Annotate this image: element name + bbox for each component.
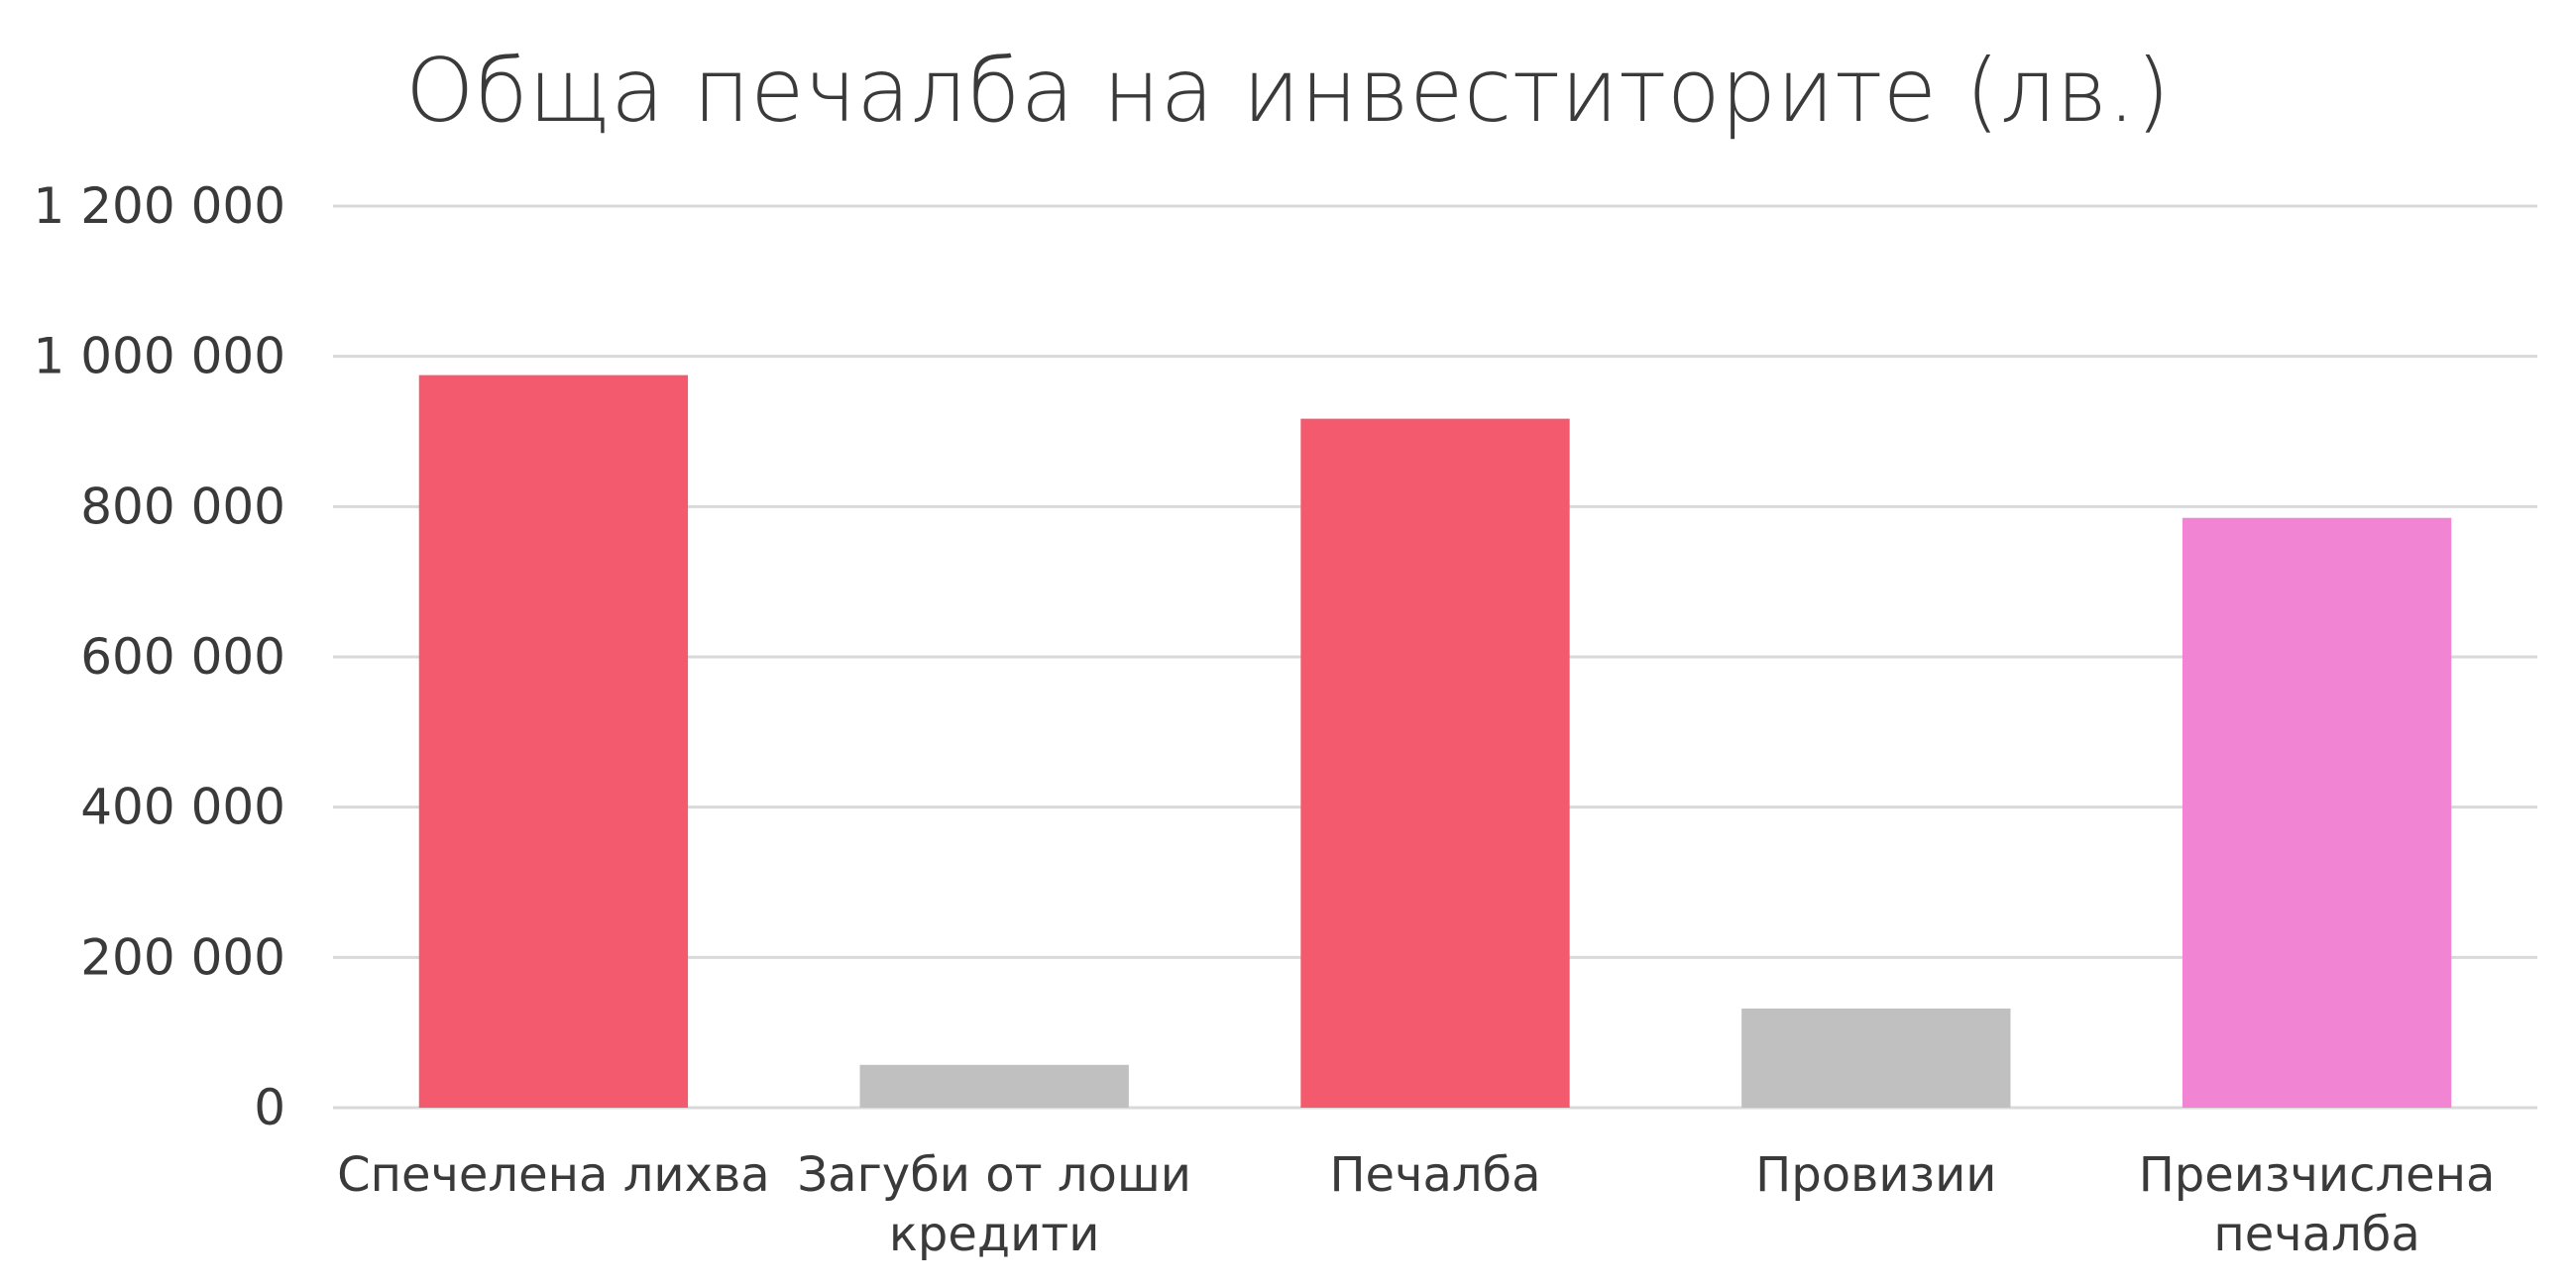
y-tick-label: 0 xyxy=(254,1079,285,1136)
bar xyxy=(418,375,689,1108)
x-axis-category-labels: Спечелена лихва Загуби от лоши кредити Печа… xyxy=(337,1147,2495,1262)
bar xyxy=(1741,1008,2011,1108)
y-tick-label: 1 200 000 xyxy=(34,177,285,235)
bars xyxy=(418,375,2452,1108)
bar xyxy=(2182,517,2452,1108)
bar xyxy=(859,1064,1129,1108)
y-tick-label: 600 000 xyxy=(80,628,285,686)
chart-title: Обща печалба на инвеститорите (лв.) xyxy=(405,40,2171,142)
y-axis-tick-labels: 0 200 000 400 000 600 000 800 000 1 000 000 1 … xyxy=(34,177,285,1136)
y-tick-label: 200 000 xyxy=(80,928,285,986)
x-category-label-line: Преизчислена xyxy=(2139,1147,2496,1203)
y-tick-label: 400 000 xyxy=(80,779,285,836)
x-category-label-line: Загуби от лоши xyxy=(797,1147,1191,1203)
x-category-label-line: Печалба xyxy=(1329,1147,1540,1203)
bar xyxy=(1300,418,1570,1108)
x-category-label: Печалба xyxy=(1329,1147,1540,1203)
y-tick-label: 1 000 000 xyxy=(34,328,285,385)
x-category-label: Преизчислена печалба xyxy=(2139,1147,2496,1262)
x-category-label-line: печалба xyxy=(2213,1207,2419,1262)
x-category-label-line: кредити xyxy=(889,1207,1100,1262)
x-category-label: Провизии xyxy=(1755,1147,1996,1203)
y-tick-label: 800 000 xyxy=(80,478,285,535)
x-category-label-line: Провизии xyxy=(1755,1147,1996,1203)
x-category-label-line: Спечелена лихва xyxy=(337,1147,770,1203)
x-category-label: Загуби от лоши кредити xyxy=(797,1147,1191,1262)
x-category-label: Спечелена лихва xyxy=(337,1147,770,1203)
